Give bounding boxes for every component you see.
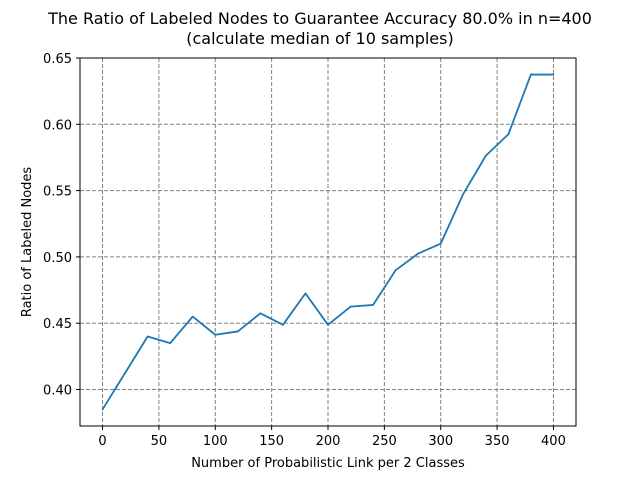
y-tick-label: 0.45	[43, 317, 72, 332]
axis-ticks: 0 50 100 150 200 250 300 350 400 0.40 0.45 0.50 0.55…	[43, 52, 566, 449]
y-axis-label: Ratio of Labeled Nodes	[20, 167, 35, 318]
series-layer	[101, 73, 555, 411]
data-point	[124, 372, 126, 374]
data-point	[327, 323, 329, 326]
data-point	[236, 330, 239, 333]
data-point	[552, 73, 555, 76]
x-tick-label: 150	[259, 434, 284, 449]
data-point	[484, 154, 487, 157]
data-point	[146, 335, 149, 338]
y-tick-label: 0.60	[43, 118, 72, 133]
data-point	[394, 269, 397, 272]
data-point	[101, 408, 104, 411]
data-point	[214, 333, 217, 336]
data-point	[259, 312, 262, 315]
x-tick-label: 200	[316, 434, 341, 449]
data-point	[439, 242, 442, 245]
y-tick-label: 0.55	[43, 185, 72, 200]
plot-frame	[79, 57, 577, 427]
x-axis-label: Number of Probabilistic Link per 2 Class…	[191, 456, 465, 471]
data-point	[304, 292, 307, 295]
data-point	[417, 252, 420, 255]
chart-subtitle: (calculate median of 10 samples)	[186, 29, 453, 48]
x-tick-label: 100	[203, 434, 228, 449]
data-point	[191, 315, 194, 318]
y-tick-label: 0.40	[43, 384, 72, 399]
data-point	[507, 133, 510, 136]
y-tick-label: 0.50	[43, 251, 72, 266]
x-tick-label: 350	[485, 434, 510, 449]
x-tick-label: 0	[98, 434, 106, 449]
x-tick-label: 50	[151, 434, 168, 449]
data-point	[372, 304, 374, 306]
data-point	[462, 193, 465, 195]
data-point	[282, 323, 284, 326]
x-tick-label: 400	[541, 434, 566, 449]
grid-lines	[80, 57, 576, 426]
x-tick-label: 250	[372, 434, 397, 449]
data-point	[349, 305, 352, 308]
x-tick-label: 300	[428, 434, 453, 449]
y-tick-label: 0.65	[43, 52, 72, 67]
data-point	[169, 342, 172, 345]
data-point	[530, 73, 532, 76]
chart-title: The Ratio of Labeled Nodes to Guarantee …	[47, 9, 592, 28]
